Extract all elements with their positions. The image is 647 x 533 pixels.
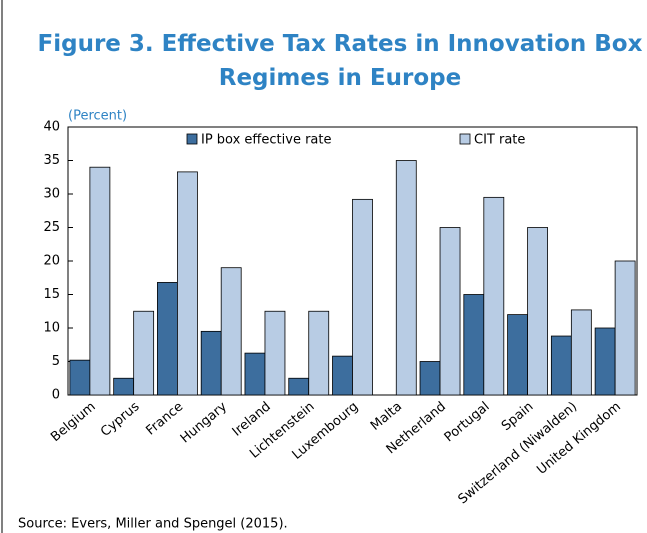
bar xyxy=(89,166,111,396)
bar xyxy=(594,327,616,396)
bar xyxy=(570,309,592,396)
bar xyxy=(308,310,330,396)
legend-swatch xyxy=(459,133,471,145)
bar xyxy=(507,314,528,396)
legend-label: IP box effective rate xyxy=(201,133,331,148)
bar xyxy=(550,335,572,396)
bar xyxy=(614,260,636,396)
bar xyxy=(288,377,310,396)
bar xyxy=(113,377,135,396)
y-tick-label: 10 xyxy=(43,321,60,336)
x-tick-label: Hungary xyxy=(178,399,230,446)
bar xyxy=(395,160,417,396)
bar xyxy=(483,196,505,396)
x-tick-label: Belgium xyxy=(48,399,98,445)
bar xyxy=(244,352,266,396)
bar xyxy=(133,310,155,396)
bar xyxy=(439,227,461,396)
bar xyxy=(419,361,441,396)
y-tick-label: 5 xyxy=(52,354,60,369)
bar xyxy=(352,198,373,396)
chart-title: Figure 3. Effective Tax Rates in Innovat… xyxy=(38,31,643,91)
y-tick-label: 35 xyxy=(43,153,60,168)
y-tick-label: 25 xyxy=(43,220,60,235)
y-tick-label: 30 xyxy=(43,187,60,202)
x-tick-label: Spain xyxy=(499,399,536,434)
bar xyxy=(200,330,222,396)
y-tick-label: 15 xyxy=(43,287,60,302)
bar xyxy=(332,355,353,396)
y-tick-label: 20 xyxy=(43,254,60,269)
x-tick-label: Malta xyxy=(368,399,405,434)
subtitle: (Percent) xyxy=(68,109,127,124)
source: Source: Evers, Miller and Spengel (2015)… xyxy=(18,517,288,532)
legend-swatch xyxy=(186,133,198,145)
bar xyxy=(463,294,485,396)
y-tick-label: 40 xyxy=(43,120,60,135)
legend-label: CIT rate xyxy=(474,133,525,148)
x-tick-label: Cyprus xyxy=(98,399,143,440)
bar xyxy=(177,171,198,396)
x-tick-label: Portugal xyxy=(442,399,493,445)
bar xyxy=(264,310,286,396)
bar xyxy=(220,267,242,396)
bar xyxy=(157,282,178,396)
bar xyxy=(69,359,91,396)
y-tick-label: 0 xyxy=(52,388,60,403)
bar xyxy=(527,227,548,396)
